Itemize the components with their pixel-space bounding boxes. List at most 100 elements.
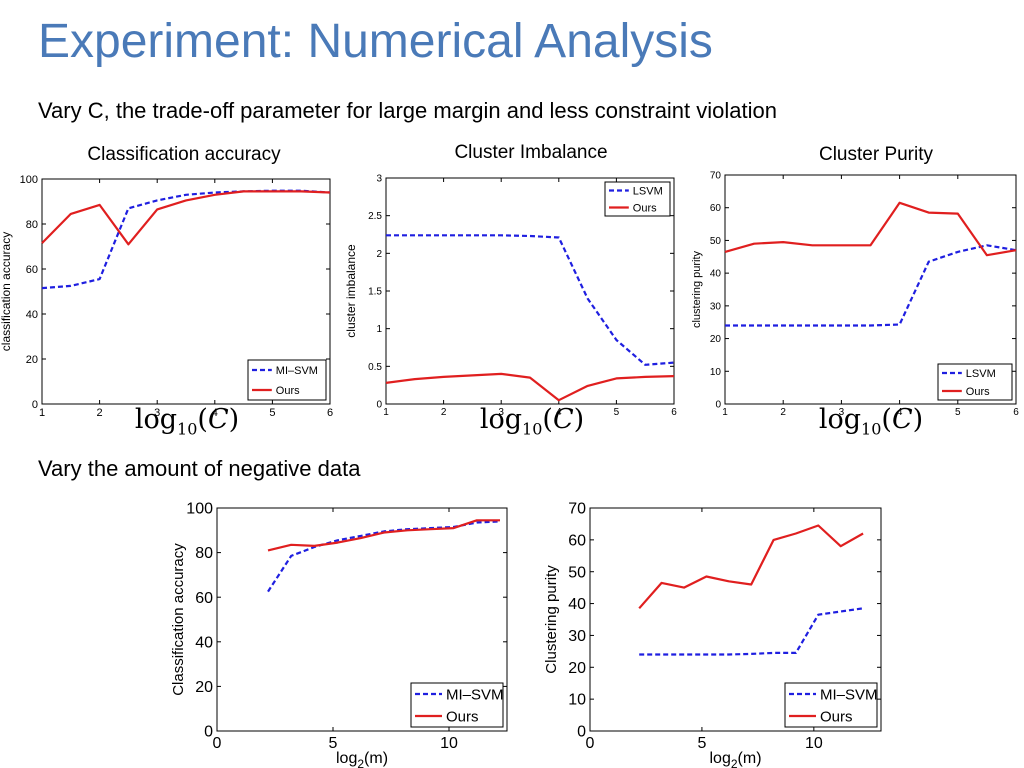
y-tick-label: 0 — [715, 400, 721, 411]
section-vary-negative-data: Vary the amount of negative data — [38, 456, 361, 481]
formula-arg: C — [891, 404, 913, 435]
y-tick-label: 0 — [32, 399, 38, 411]
x-tick-label: 2 — [780, 407, 786, 418]
legend-box — [247, 359, 327, 401]
legend-label: LSVM — [966, 368, 996, 380]
x-tick-label: 5 — [329, 735, 338, 752]
legend-box — [937, 363, 1013, 401]
series-line-ours — [41, 190, 331, 246]
x-tick-label: 5 — [269, 407, 275, 419]
y-tick-label: 2 — [376, 249, 382, 260]
x-tick-label: 2 — [97, 407, 103, 419]
y-tick-label: 20 — [195, 679, 213, 696]
legend-box — [784, 682, 878, 728]
y-tick-label: 3 — [376, 174, 382, 185]
chart-clustering-purity-vs-negatives: 0 5 10 0 10 20 30 40 50 60 70 Clustering purity log2… — [543, 501, 882, 768]
y-tick-label: 60 — [195, 590, 213, 607]
y-tick-label: 20 — [710, 334, 722, 345]
formula-base: 10 — [177, 419, 198, 439]
y-tick-label: 70 — [568, 501, 586, 518]
legend-label: Ours — [966, 386, 990, 398]
chart-cluster-imbalance-vs-c: 1 2 3 4 5 6 0 0.5 1 1.5 2 2.5 3 cluster imbalance LSVM… — [344, 174, 677, 419]
legend-box — [410, 682, 504, 728]
x-tick-label: 6 — [327, 407, 333, 419]
legend-label: Ours — [276, 385, 300, 397]
formula-base: 10 — [522, 419, 543, 439]
formula-fn: log — [479, 404, 523, 435]
x-tick-label: 3 — [154, 407, 160, 419]
y-tick-label: 60 — [710, 203, 722, 214]
y-tick-label: 50 — [710, 236, 722, 247]
series-line-ours — [267, 519, 500, 552]
y-tick-label: 1 — [376, 324, 382, 335]
x-tick-label: 5 — [614, 407, 620, 418]
x-tick-label: 1 — [39, 407, 45, 419]
legend-box — [604, 181, 671, 217]
y-tick-label: 1.5 — [368, 287, 382, 298]
y-axis-label: clustering purity — [691, 250, 703, 328]
series-line-mi-svm — [639, 607, 864, 656]
legend-label: Ours — [446, 708, 479, 725]
x-axis-label: log2(m) — [336, 750, 388, 768]
x-tick-label: 1 — [722, 407, 728, 418]
y-tick-label: 0 — [204, 724, 213, 741]
y-tick-label: 80 — [195, 545, 213, 562]
y-tick-label: 60 — [26, 264, 38, 276]
x-tick-label: 10 — [805, 735, 823, 752]
series-line-ours — [385, 372, 675, 402]
x-axis-label: log2(m) — [709, 750, 761, 768]
y-tick-label: 10 — [568, 692, 586, 709]
x-tick-label: 0 — [586, 735, 595, 752]
y-tick-label: 10 — [710, 367, 722, 378]
formula-arg: C — [552, 404, 574, 435]
x-tick-label: 6 — [671, 407, 677, 418]
y-tick-label: 100 — [186, 501, 213, 518]
formula-arg: C — [207, 404, 229, 435]
y-axis-label: cluster imbalance — [344, 244, 358, 338]
x-tick-label: 5 — [955, 407, 961, 418]
legend-label: MI–SVM — [276, 365, 318, 377]
y-tick-label: 100 — [20, 174, 38, 186]
x-tick-label: 3 — [839, 407, 845, 418]
legend-label: LSVM — [633, 185, 663, 197]
slide-title: Experiment: Numerical Analysis — [38, 15, 713, 68]
formula-fn: log — [818, 404, 862, 435]
y-tick-label: 80 — [26, 219, 38, 231]
x-tick-label: 3 — [498, 407, 504, 418]
y-tick-label: 30 — [710, 301, 722, 312]
chart-heading-cluster-purity: Cluster Purity — [818, 144, 934, 165]
x-tick-label: 4 — [897, 407, 903, 418]
x-tick-label: 1 — [383, 407, 389, 418]
chart-heading-cluster-imbalance: Cluster Imbalance — [454, 142, 608, 163]
y-tick-label: 60 — [568, 532, 586, 549]
y-axis-label: Clustering purity — [543, 565, 560, 674]
series-line-lsvm — [386, 234, 675, 366]
y-axis-label: classification accuracy — [0, 232, 13, 351]
y-tick-label: 40 — [710, 269, 722, 280]
x-tick-label: 2 — [441, 407, 447, 418]
legend-label: MI–SVM — [446, 686, 504, 703]
y-tick-label: 30 — [568, 628, 586, 645]
formula-log10-c: log10(C) — [479, 404, 585, 439]
x-tick-label: 6 — [1013, 407, 1019, 418]
y-tick-label: 70 — [710, 171, 722, 182]
y-tick-label: 20 — [26, 354, 38, 366]
y-tick-label: 0.5 — [368, 362, 382, 373]
series-line-ours — [638, 524, 864, 610]
formula-log10-c: log10(C) — [818, 404, 924, 439]
chart-heading-classification-accuracy: Classification accuracy — [87, 144, 281, 165]
y-tick-label: 2.5 — [368, 211, 382, 222]
y-tick-label: 40 — [568, 596, 586, 613]
formula-base: 10 — [861, 419, 882, 439]
x-tick-label: 0 — [213, 735, 222, 752]
y-tick-label: 40 — [26, 309, 38, 321]
x-tick-label: 10 — [440, 735, 458, 752]
y-tick-label: 40 — [195, 634, 213, 651]
formula-fn: log — [134, 404, 178, 435]
series-line-ours — [724, 201, 1017, 257]
legend-label: Ours — [820, 708, 853, 725]
y-axis-label: Classification accuracy — [170, 543, 187, 696]
